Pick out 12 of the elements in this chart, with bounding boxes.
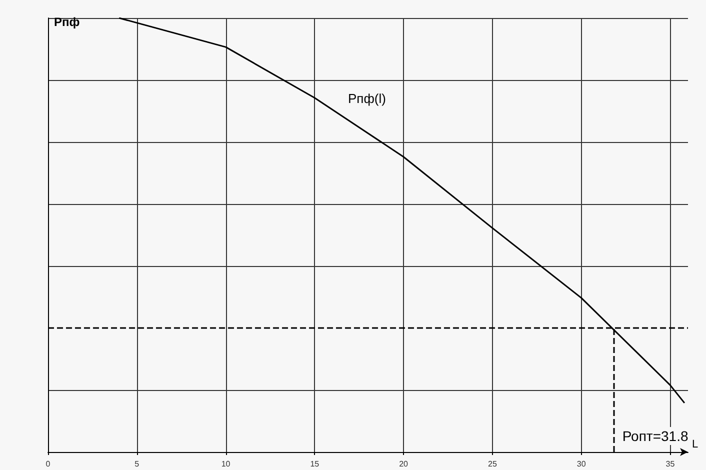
annotation: Рпф(l) xyxy=(348,91,386,106)
x-tick-label: 10 xyxy=(221,460,231,468)
x-tick-label: 20 xyxy=(399,460,409,468)
ref-line-label: Ропт=31.8 xyxy=(622,428,688,444)
x-tick-label: 30 xyxy=(576,460,586,468)
x-tick-label: 5 xyxy=(134,460,140,468)
x-tick-label: 0 xyxy=(46,460,51,468)
y-axis-title: Рпф xyxy=(54,15,80,29)
x-tick-label: 35 xyxy=(666,460,676,468)
x-axis-title: L xyxy=(692,438,698,450)
x-tick-label: 15 xyxy=(310,460,320,468)
x-tick-label: 25 xyxy=(488,460,498,468)
